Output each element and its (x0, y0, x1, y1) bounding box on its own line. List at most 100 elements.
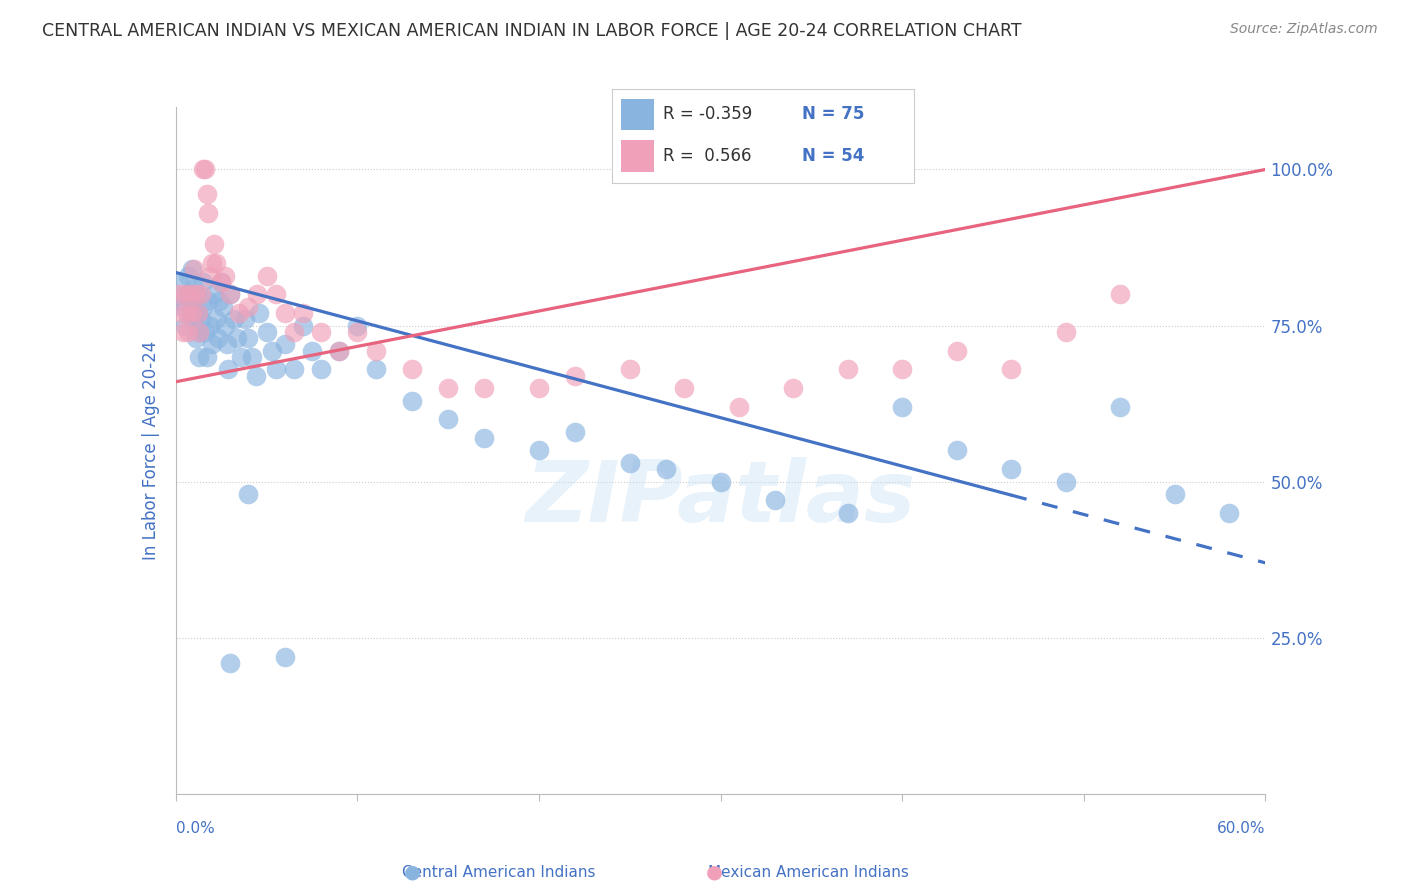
Point (197, 206, 219, 220)
Point (309, 325, 332, 339)
Point (209, 275, 232, 289)
Point (474, 381, 496, 395)
Point (176, 287, 198, 301)
Point (209, 275, 232, 289)
Point (246, 287, 269, 301)
Point (274, 649, 297, 664)
Point (782, 381, 804, 395)
Text: Source: ZipAtlas.com: Source: ZipAtlas.com (1230, 22, 1378, 37)
Point (202, 237, 225, 252)
Point (1163, 487, 1185, 501)
Point (212, 300, 235, 314)
Point (283, 325, 305, 339)
Point (231, 350, 253, 364)
Point (238, 487, 260, 501)
Point (1000, 462, 1022, 476)
Point (191, 275, 214, 289)
Point (226, 331, 249, 345)
Point (194, 162, 217, 177)
FancyBboxPatch shape (620, 140, 654, 171)
Point (201, 337, 224, 351)
Point (179, 287, 201, 301)
Text: ●: ● (706, 863, 723, 882)
Point (204, 256, 226, 270)
Point (191, 162, 214, 177)
FancyBboxPatch shape (620, 98, 654, 130)
Point (222, 312, 245, 326)
Point (214, 268, 236, 283)
Point (177, 325, 200, 339)
Point (195, 187, 218, 202)
Point (217, 362, 239, 376)
Point (1109, 287, 1132, 301)
Text: Central American Indians: Central American Indians (402, 865, 596, 880)
Point (172, 300, 194, 314)
Text: N = 54: N = 54 (801, 146, 865, 165)
Text: R =  0.566: R = 0.566 (664, 146, 751, 165)
Point (181, 306, 204, 320)
Point (891, 362, 914, 376)
Point (215, 337, 238, 351)
Point (200, 268, 222, 283)
Point (301, 343, 323, 358)
Point (207, 331, 229, 345)
Point (264, 362, 287, 376)
Point (655, 462, 678, 476)
Point (173, 287, 195, 301)
Text: N = 75: N = 75 (801, 105, 865, 123)
Point (1109, 400, 1132, 414)
Point (401, 362, 423, 376)
Point (228, 306, 250, 320)
Point (474, 431, 496, 445)
Point (179, 306, 201, 320)
Point (837, 362, 859, 376)
Point (256, 325, 278, 339)
Point (173, 318, 195, 333)
Point (364, 362, 387, 376)
Point (837, 506, 859, 520)
Point (891, 400, 914, 414)
Y-axis label: In Labor Force | Age 20-24: In Labor Force | Age 20-24 (142, 341, 160, 560)
Point (727, 400, 749, 414)
Point (437, 412, 460, 426)
Point (186, 306, 209, 320)
Point (401, 393, 423, 408)
Point (188, 325, 211, 339)
Point (181, 300, 204, 314)
Text: ●: ● (404, 863, 420, 882)
Point (195, 350, 218, 364)
Text: R = -0.359: R = -0.359 (664, 105, 752, 123)
Point (256, 268, 278, 283)
Point (186, 306, 209, 320)
Point (183, 262, 205, 277)
Point (1218, 506, 1240, 520)
Point (1054, 475, 1077, 489)
Point (328, 343, 350, 358)
Point (291, 306, 314, 320)
Point (188, 325, 211, 339)
Point (204, 312, 226, 326)
Point (179, 287, 201, 301)
Point (763, 493, 786, 508)
Point (184, 331, 207, 345)
Point (177, 268, 200, 283)
Point (172, 325, 194, 339)
Point (240, 350, 263, 364)
Point (201, 256, 224, 270)
Point (527, 381, 550, 395)
Point (346, 318, 368, 333)
Point (247, 306, 270, 320)
Point (245, 368, 267, 383)
Point (194, 325, 217, 339)
Text: 60.0%: 60.0% (1218, 822, 1265, 837)
Point (264, 287, 287, 301)
Point (233, 312, 256, 326)
Point (564, 368, 586, 383)
Point (214, 318, 236, 333)
Point (945, 443, 967, 458)
Text: Mexican American Indians: Mexican American Indians (709, 865, 908, 880)
Point (1054, 325, 1077, 339)
Point (309, 362, 332, 376)
Point (238, 300, 260, 314)
Text: ZIPatlas: ZIPatlas (526, 457, 915, 540)
